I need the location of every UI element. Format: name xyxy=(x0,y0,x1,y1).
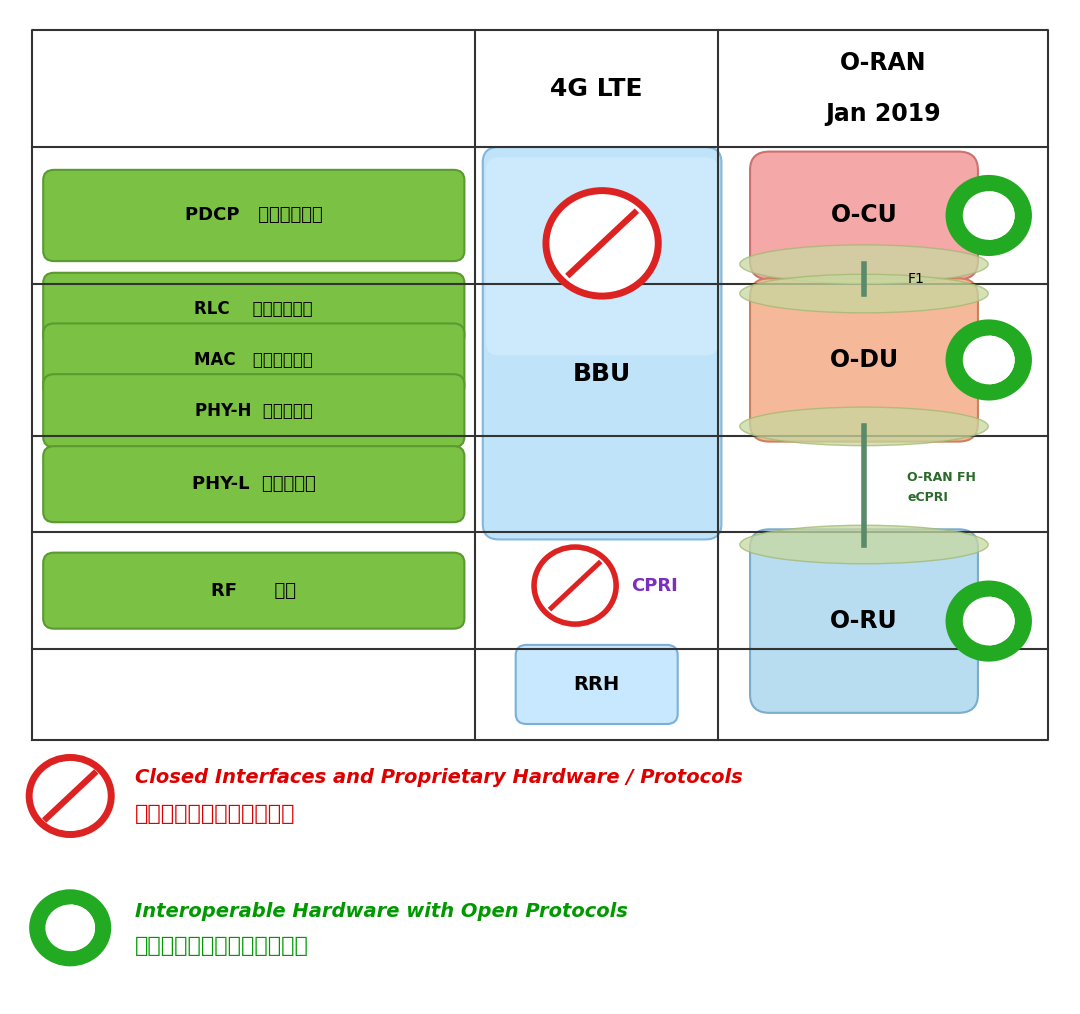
FancyBboxPatch shape xyxy=(516,645,678,724)
FancyBboxPatch shape xyxy=(43,553,464,629)
Text: eCPRI: eCPRI xyxy=(907,491,948,504)
Text: MAC   媒体接入控制: MAC 媒体接入控制 xyxy=(194,351,313,369)
Wedge shape xyxy=(70,904,95,951)
Circle shape xyxy=(45,904,95,951)
Circle shape xyxy=(546,191,659,296)
FancyBboxPatch shape xyxy=(483,147,721,539)
Text: CPRI: CPRI xyxy=(631,577,678,594)
FancyBboxPatch shape xyxy=(43,273,464,346)
FancyBboxPatch shape xyxy=(751,279,978,442)
Text: O-RAN: O-RAN xyxy=(839,52,927,75)
FancyBboxPatch shape xyxy=(43,170,464,262)
Text: PDCP   分组数据汇聚: PDCP 分组数据汇聚 xyxy=(185,207,323,224)
FancyBboxPatch shape xyxy=(43,446,464,522)
Circle shape xyxy=(963,192,1015,240)
Circle shape xyxy=(29,757,111,835)
Circle shape xyxy=(29,889,111,966)
FancyBboxPatch shape xyxy=(43,323,464,396)
Text: 封闭接口和专有硬件及协议: 封闭接口和专有硬件及协议 xyxy=(135,804,296,824)
FancyBboxPatch shape xyxy=(43,374,464,447)
FancyBboxPatch shape xyxy=(486,157,718,356)
Wedge shape xyxy=(989,596,1015,646)
Text: PHY-L  物理层下层: PHY-L 物理层下层 xyxy=(192,476,315,493)
Text: RRH: RRH xyxy=(573,675,620,694)
Circle shape xyxy=(946,580,1032,662)
Text: F1: F1 xyxy=(907,272,924,286)
Circle shape xyxy=(946,175,1032,257)
Text: O-RU: O-RU xyxy=(831,609,897,633)
Circle shape xyxy=(946,319,1032,401)
Text: 使用开放协议的可互操作硬件: 使用开放协议的可互操作硬件 xyxy=(135,936,309,956)
Ellipse shape xyxy=(740,245,988,284)
Circle shape xyxy=(963,596,1015,646)
Text: O-DU: O-DU xyxy=(829,348,899,372)
Wedge shape xyxy=(989,192,1015,240)
FancyBboxPatch shape xyxy=(751,529,978,713)
Text: O-CU: O-CU xyxy=(831,204,897,227)
Text: BBU: BBU xyxy=(573,362,631,385)
Ellipse shape xyxy=(740,275,988,312)
FancyBboxPatch shape xyxy=(751,152,978,280)
Text: Jan 2019: Jan 2019 xyxy=(825,102,941,126)
Text: O-RAN FH: O-RAN FH xyxy=(907,470,976,484)
Text: PHY-H  物理层上层: PHY-H 物理层上层 xyxy=(194,402,313,420)
Ellipse shape xyxy=(740,525,988,564)
Text: RLC    无线链路控制: RLC 无线链路控制 xyxy=(194,300,313,318)
Text: RF      射频: RF 射频 xyxy=(212,582,296,599)
Circle shape xyxy=(963,336,1015,384)
Text: Closed Interfaces and Proprietary Hardware / Protocols: Closed Interfaces and Proprietary Hardwa… xyxy=(135,769,743,787)
Ellipse shape xyxy=(740,408,988,446)
Circle shape xyxy=(535,548,616,624)
Wedge shape xyxy=(989,336,1015,384)
Text: 4G LTE: 4G LTE xyxy=(551,77,643,100)
Text: Interoperable Hardware with Open Protocols: Interoperable Hardware with Open Protoco… xyxy=(135,902,627,921)
